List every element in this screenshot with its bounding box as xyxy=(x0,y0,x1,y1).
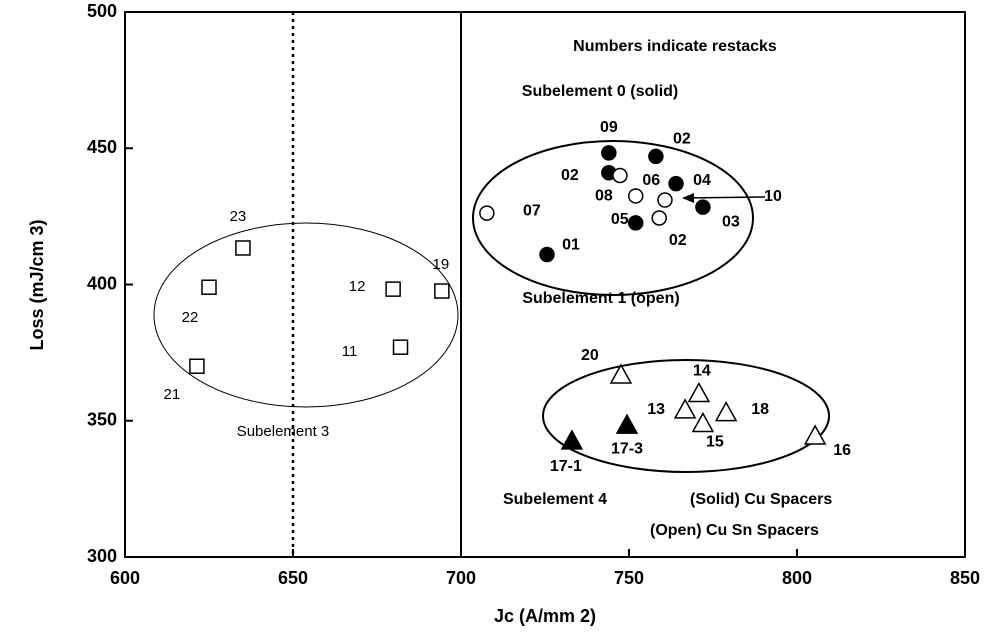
point xyxy=(651,210,667,226)
group-ellipse xyxy=(472,140,754,296)
point xyxy=(691,411,715,433)
point xyxy=(201,279,217,295)
group-ellipse xyxy=(153,222,459,408)
x-axis-label: Jc (A/mm 2) xyxy=(494,606,596,626)
point xyxy=(627,188,644,204)
point-label: 17-1 xyxy=(550,458,582,475)
point-label: 12 xyxy=(349,278,366,295)
point xyxy=(803,424,827,445)
point-label: 14 xyxy=(693,363,711,380)
point-label: 06 xyxy=(642,172,660,189)
point-label: 16 xyxy=(833,442,851,459)
legend-label: (Open) Cu Sn Spacers xyxy=(650,522,819,539)
legend-label: (Solid) Cu Spacers xyxy=(690,491,832,508)
point xyxy=(615,413,639,434)
point xyxy=(612,167,628,184)
point-label: 02 xyxy=(673,131,691,148)
point xyxy=(385,281,401,297)
x-tick-label: 650 xyxy=(278,568,308,588)
point-label: 22 xyxy=(182,309,199,326)
point-label: 03 xyxy=(722,213,740,230)
point xyxy=(189,358,205,374)
x-tick-label: 700 xyxy=(446,568,476,588)
point xyxy=(714,401,738,422)
x-tick-label: 600 xyxy=(110,568,140,588)
point xyxy=(668,175,684,192)
legend-label: Subelement 0 (solid) xyxy=(522,83,678,100)
x-tick-label: 850 xyxy=(950,568,980,588)
group-ellipse xyxy=(542,359,830,473)
point xyxy=(609,363,633,384)
point-label: 11 xyxy=(342,343,358,360)
point-label: 09 xyxy=(600,119,618,136)
point xyxy=(434,283,450,299)
point-label: 01 xyxy=(562,237,580,254)
annotation: Subelement 4 xyxy=(503,491,607,508)
arrow xyxy=(683,196,766,199)
y-axis-label: Loss (mJ/cm 3) xyxy=(27,219,47,350)
x-tick-label: 750 xyxy=(614,568,644,588)
point-label: 21 xyxy=(164,386,181,403)
y-tick-label: 450 xyxy=(87,137,117,157)
point xyxy=(392,339,409,355)
point-label: 18 xyxy=(751,401,769,418)
point xyxy=(601,145,617,161)
point-label: 19 xyxy=(433,256,450,273)
point xyxy=(235,240,251,256)
y-tick-label: 300 xyxy=(87,546,117,566)
x-tick-label: 800 xyxy=(782,568,812,588)
point-label: 23 xyxy=(230,208,247,225)
point xyxy=(687,381,711,403)
point xyxy=(695,199,711,215)
point-label: 15 xyxy=(706,434,724,451)
y-tick-label: 500 xyxy=(87,1,117,21)
point-label: 02 xyxy=(669,232,687,249)
point-label: 02 xyxy=(561,167,579,184)
point-label: 17-3 xyxy=(611,440,643,457)
y-tick-label: 400 xyxy=(87,273,117,293)
legend-label: Subelement 1 (open) xyxy=(522,290,679,307)
y-tick-label: 350 xyxy=(87,410,117,430)
point xyxy=(673,398,697,419)
point-label: 20 xyxy=(581,347,599,364)
point xyxy=(539,246,555,263)
annotation: Numbers indicate restacks xyxy=(573,38,777,55)
legend-label: Subelement 3 xyxy=(237,423,330,440)
point-label: 05 xyxy=(611,211,629,228)
point xyxy=(648,148,664,165)
point xyxy=(627,215,644,231)
point-label: 13 xyxy=(647,401,665,418)
point xyxy=(560,429,584,450)
arrow-head xyxy=(682,193,694,203)
point-label: 04 xyxy=(693,172,711,189)
point-label: 10 xyxy=(764,188,782,205)
point-label: 07 xyxy=(523,202,541,219)
point xyxy=(479,205,495,221)
point xyxy=(657,192,673,208)
point-label: 08 xyxy=(595,188,613,205)
